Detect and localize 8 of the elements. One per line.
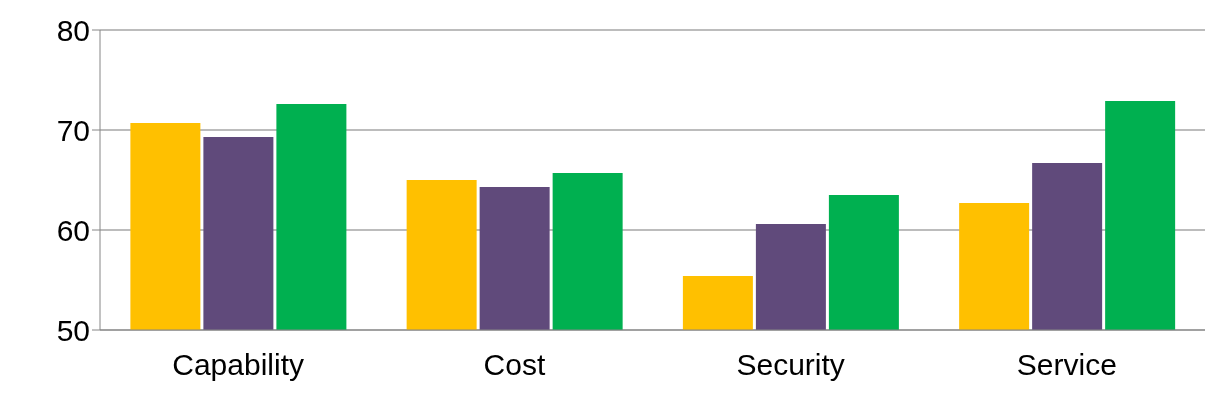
x-tick-label: Service: [1016, 348, 1117, 382]
x-tick-label: Capability: [172, 348, 304, 382]
y-tick-label: 50: [56, 313, 90, 347]
y-tick-label: 80: [56, 13, 90, 47]
y-tick-label: 70: [56, 113, 90, 147]
y-tick-label: 60: [56, 213, 90, 247]
x-tick-label: Security: [736, 348, 845, 382]
x-tick-label: Cost: [483, 348, 546, 382]
